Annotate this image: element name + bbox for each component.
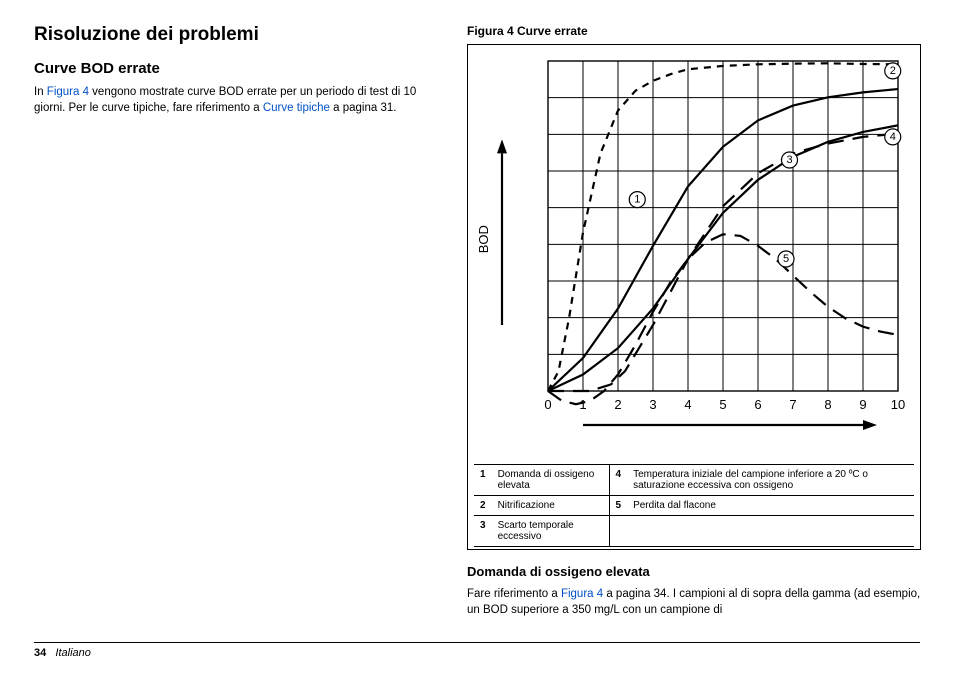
figure-caption: Figura 4 Curve errate: [467, 24, 921, 38]
svg-text:10: 10: [891, 397, 905, 412]
svg-text:BOD: BOD: [476, 225, 491, 253]
page-title: Risoluzione dei problemi: [34, 24, 439, 46]
svg-text:1: 1: [634, 194, 640, 206]
svg-text:8: 8: [824, 397, 831, 412]
svg-text:0: 0: [544, 397, 551, 412]
link-figura-4-b[interactable]: Figura 4: [561, 588, 603, 600]
svg-text:5: 5: [719, 397, 726, 412]
svg-text:2: 2: [614, 397, 621, 412]
subsection-paragraph: Fare riferimento a Figura 4 a pagina 34.…: [467, 587, 921, 618]
legend-text: Scarto temporale eccessivo: [492, 516, 609, 547]
svg-text:5: 5: [783, 253, 789, 265]
figure-4-container: 012345678910BOD12345 1 Domanda di ossige…: [467, 44, 921, 550]
legend-text: [627, 516, 914, 547]
left-column: Risoluzione dei problemi Curve BOD errat…: [34, 24, 439, 618]
right-column: Figura 4 Curve errate 012345678910BOD123…: [467, 24, 921, 618]
svg-text:3: 3: [786, 154, 792, 166]
legend-num: 2: [474, 496, 492, 516]
page-number: 34: [34, 647, 46, 659]
legend-text: Nitrificazione: [492, 496, 609, 516]
section-heading: Curve BOD errate: [34, 60, 439, 77]
subsection-heading: Domanda di ossigeno elevata: [467, 564, 921, 579]
link-figura-4[interactable]: Figura 4: [47, 86, 89, 98]
svg-text:3: 3: [649, 397, 656, 412]
svg-text:6: 6: [754, 397, 761, 412]
legend-text: Perdita dal flacone: [627, 496, 914, 516]
svg-text:4: 4: [890, 131, 896, 143]
svg-text:1: 1: [579, 397, 586, 412]
legend-text: Domanda di ossigeno elevata: [492, 465, 609, 496]
svg-text:2: 2: [890, 65, 896, 77]
link-curve-tipiche[interactable]: Curve tipiche: [263, 102, 330, 114]
svg-text:7: 7: [789, 397, 796, 412]
intro-paragraph: In Figura 4 vengono mostrate curve BOD e…: [34, 85, 439, 116]
legend-num: 5: [609, 496, 627, 516]
svg-text:4: 4: [684, 397, 691, 412]
legend-num: 1: [474, 465, 492, 496]
page-footer: 34 Italiano: [34, 642, 920, 659]
legend-table: 1 Domanda di ossigeno elevata 4 Temperat…: [474, 464, 914, 547]
svg-text:9: 9: [859, 397, 866, 412]
page-language: Italiano: [55, 647, 90, 659]
legend-text: Temperatura iniziale del campione inferi…: [627, 465, 914, 496]
bod-curves-chart: 0 1 2 3 4 5 6 7 8 9 10 BOD 1 2 3 4 5: [474, 51, 914, 451]
legend-num: 4: [609, 465, 627, 496]
legend-num: [609, 516, 627, 547]
legend-num: 3: [474, 516, 492, 547]
